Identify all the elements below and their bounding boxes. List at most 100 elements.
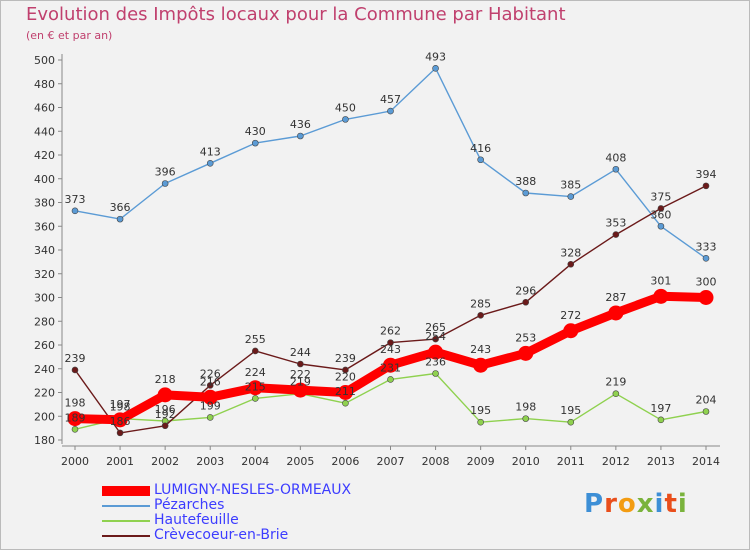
x-tick-label: 2005 xyxy=(286,455,314,468)
data-point xyxy=(206,160,214,167)
data-point xyxy=(297,132,304,140)
data-point xyxy=(206,382,214,389)
data-label: 195 xyxy=(470,404,491,417)
data-label: 197 xyxy=(650,402,671,415)
x-tick-label: 2006 xyxy=(331,455,359,468)
data-point xyxy=(477,156,484,164)
data-label: 219 xyxy=(605,376,626,389)
y-tick-label: 400 xyxy=(34,173,55,186)
data-point xyxy=(292,382,308,398)
data-point xyxy=(567,260,575,268)
data-label: 394 xyxy=(696,168,717,181)
data-label: 196 xyxy=(155,403,176,416)
y-tick-label: 280 xyxy=(34,315,55,328)
data-label: 328 xyxy=(560,246,581,259)
data-label: 450 xyxy=(335,101,356,114)
data-point xyxy=(342,116,349,123)
legend-swatch xyxy=(102,486,150,496)
data-label: 198 xyxy=(65,397,86,410)
data-label: 219 xyxy=(290,376,311,389)
legend-swatch xyxy=(102,520,150,522)
x-tick-label: 2000 xyxy=(61,455,89,468)
data-point xyxy=(247,380,263,396)
data-label: 186 xyxy=(110,415,131,428)
data-label: 243 xyxy=(470,343,491,356)
y-tick-label: 260 xyxy=(34,339,55,352)
data-label: 457 xyxy=(380,93,401,106)
legend-swatch xyxy=(102,535,150,537)
data-label: 243 xyxy=(380,343,401,356)
y-tick-label: 320 xyxy=(34,268,55,281)
data-label: 189 xyxy=(65,411,86,424)
data-label: 416 xyxy=(470,142,491,155)
data-label: 224 xyxy=(245,366,266,379)
data-label: 430 xyxy=(245,125,266,138)
data-point xyxy=(518,345,534,361)
y-tick-label: 380 xyxy=(34,197,55,210)
data-label: 195 xyxy=(560,404,581,417)
y-tick-label: 440 xyxy=(34,125,55,138)
data-point xyxy=(477,312,484,319)
data-label: 222 xyxy=(290,368,311,381)
data-label: 396 xyxy=(155,166,176,179)
legend-label: LUMIGNY-NESLES-ORMEAUX xyxy=(154,482,352,498)
data-label: 333 xyxy=(696,240,717,253)
x-tick-label: 2007 xyxy=(377,455,405,468)
data-label: 239 xyxy=(335,352,356,365)
data-point xyxy=(387,376,394,383)
data-label: 198 xyxy=(110,401,131,414)
data-label: 239 xyxy=(65,352,86,365)
data-point xyxy=(161,180,169,187)
data-label: 366 xyxy=(110,201,131,214)
data-point xyxy=(116,429,124,437)
data-label: 262 xyxy=(380,325,401,338)
data-label: 244 xyxy=(290,346,311,359)
data-label: 436 xyxy=(290,118,311,131)
data-point xyxy=(112,412,128,428)
data-label: 253 xyxy=(515,331,536,344)
y-tick-label: 460 xyxy=(34,102,55,115)
y-tick-label: 200 xyxy=(34,410,55,423)
y-tick-label: 420 xyxy=(34,149,55,162)
data-label: 353 xyxy=(605,217,626,230)
data-point xyxy=(71,426,79,433)
data-point xyxy=(383,357,398,373)
data-label: 204 xyxy=(696,394,717,407)
y-tick-label: 220 xyxy=(34,387,55,400)
data-point xyxy=(522,415,530,422)
y-tick-label: 500 xyxy=(34,54,55,67)
data-point xyxy=(432,370,439,377)
x-tick-label: 2003 xyxy=(196,455,224,468)
data-point xyxy=(612,231,620,238)
data-point xyxy=(157,387,173,403)
data-label: 226 xyxy=(200,367,221,380)
data-label: 287 xyxy=(605,291,626,304)
data-point xyxy=(432,335,439,343)
y-tick-label: 240 xyxy=(34,363,55,376)
data-point xyxy=(612,390,620,397)
data-point xyxy=(522,189,530,197)
data-label: 373 xyxy=(65,193,86,206)
data-point xyxy=(657,416,665,424)
data-point xyxy=(251,347,259,355)
data-label: 493 xyxy=(425,50,446,63)
data-point xyxy=(342,399,349,407)
data-label: 192 xyxy=(155,408,176,421)
data-label: 301 xyxy=(650,274,671,287)
x-tick-label: 2002 xyxy=(151,455,179,468)
data-point xyxy=(387,107,394,115)
data-point xyxy=(71,207,79,215)
data-point xyxy=(71,366,79,374)
data-point xyxy=(251,395,259,402)
data-point xyxy=(251,139,259,147)
data-label: 388 xyxy=(515,175,536,188)
data-label: 231 xyxy=(380,361,401,374)
y-tick-label: 340 xyxy=(34,244,55,257)
data-label: 300 xyxy=(696,276,717,289)
data-point xyxy=(608,305,624,321)
data-label: 408 xyxy=(605,151,626,164)
data-point xyxy=(161,422,169,430)
data-point xyxy=(116,215,124,223)
data-label: 296 xyxy=(515,284,536,297)
